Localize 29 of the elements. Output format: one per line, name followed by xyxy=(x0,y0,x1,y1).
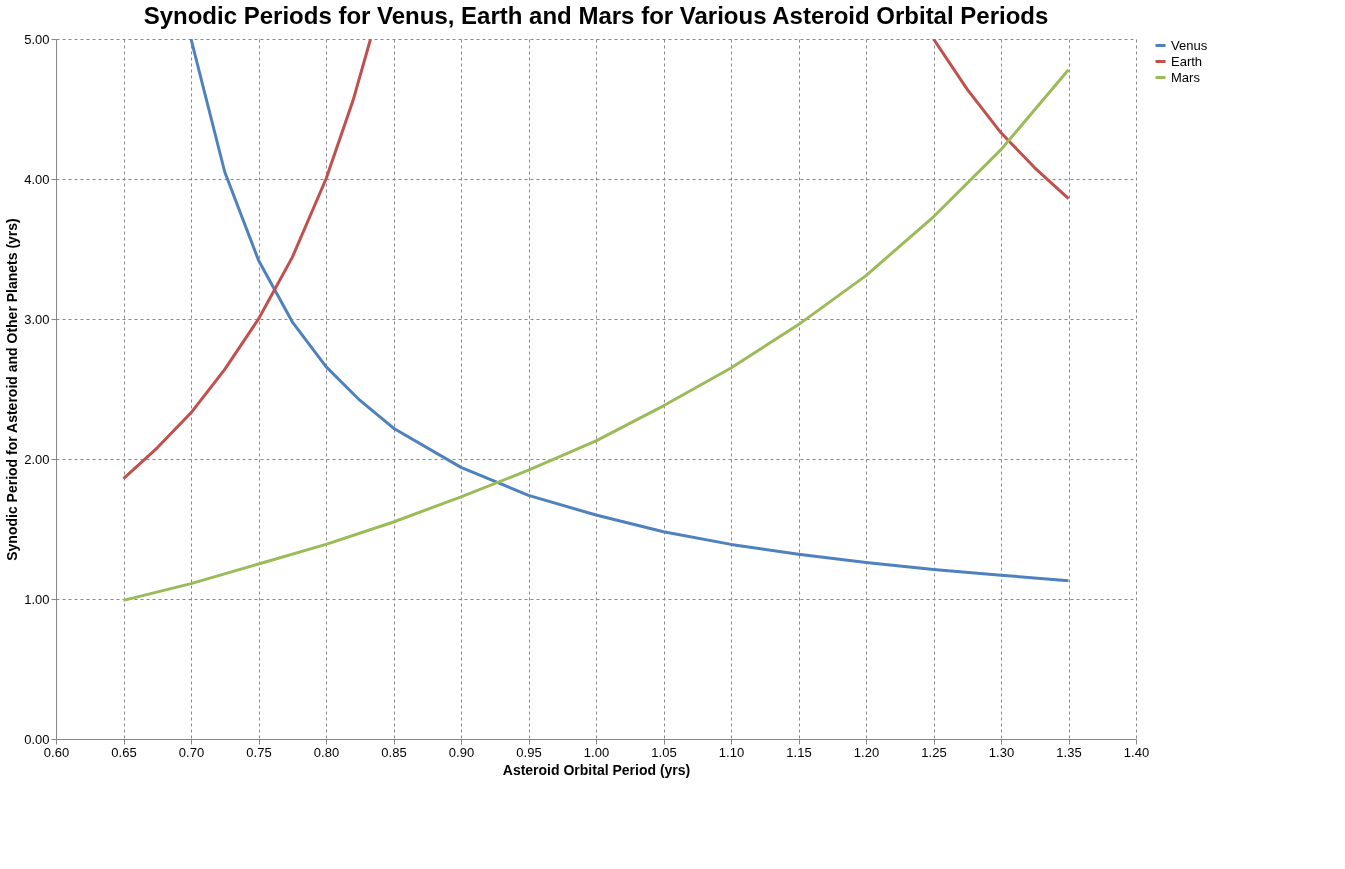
x-tick-label: 1.30 xyxy=(988,744,1015,760)
x-tick-label: 1.10 xyxy=(718,744,745,760)
x-tick-label: 1.25 xyxy=(921,744,947,760)
x-tick-label: 1.35 xyxy=(1056,744,1082,760)
x-tick-label: 0.60 xyxy=(43,744,70,760)
x-tick-label: 1.00 xyxy=(583,744,610,760)
y-tick-label: 5.00 xyxy=(24,31,50,47)
y-tick-label: 2.00 xyxy=(24,451,50,467)
y-tick-label: 1.00 xyxy=(24,591,50,607)
y-axis-title: Synodic Period for Asteroid and Other Planets (yrs) xyxy=(4,218,21,561)
x-tick-label: 0.70 xyxy=(178,744,205,760)
x-tick-label: 0.80 xyxy=(313,744,340,760)
x-tick-label: 1.15 xyxy=(786,744,812,760)
y-tick-label: 0.00 xyxy=(24,731,50,747)
y-tick-label: 4.00 xyxy=(24,171,50,187)
legend-label: Earth xyxy=(1171,53,1203,69)
x-tick-label: 0.65 xyxy=(111,744,137,760)
x-axis-title: Asteroid Orbital Period (yrs) xyxy=(502,761,691,778)
chart-title: Synodic Periods for Venus, Earth and Mars for Various Asteroid Orbital Periods xyxy=(143,2,1049,29)
legend-label: Venus xyxy=(1171,37,1208,53)
x-tick-label: 1.05 xyxy=(651,744,677,760)
legend-label: Mars xyxy=(1171,69,1201,85)
x-tick-label: 1.40 xyxy=(1123,744,1150,760)
x-tick-label: 0.90 xyxy=(448,744,475,760)
y-tick-label: 3.00 xyxy=(24,311,50,327)
x-tick-label: 1.20 xyxy=(853,744,880,760)
x-tick-label: 0.95 xyxy=(516,744,542,760)
x-tick-label: 0.75 xyxy=(246,744,272,760)
x-tick-label: 0.85 xyxy=(381,744,407,760)
